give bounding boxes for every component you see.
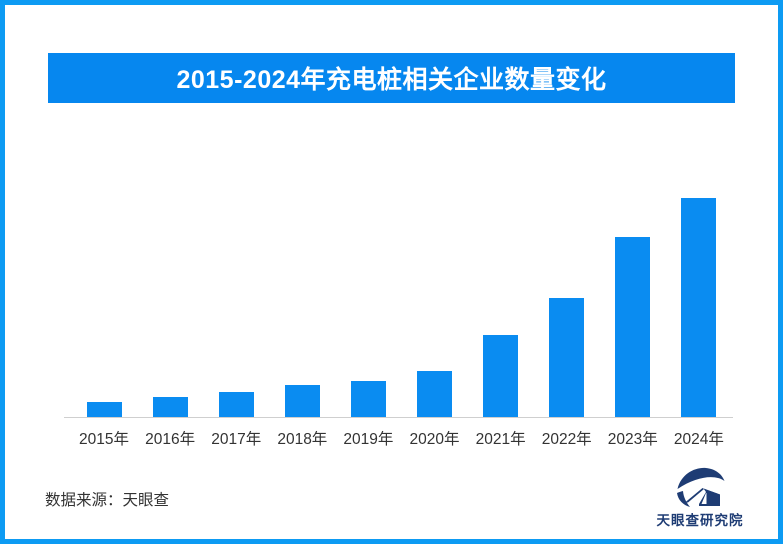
x-tick-label: 2018年: [277, 431, 328, 448]
bar-column: [335, 190, 401, 417]
bar-column: [71, 190, 137, 417]
x-axis-labels: 2015年 2016年 2017年 2018年 2019年 2020年 2021年 2022年…: [71, 427, 732, 449]
bar-2019年: [350, 381, 386, 417]
bar-chart-plot-area: [71, 190, 732, 417]
tianyancha-logo-text: 天眼查研究院: [656, 513, 744, 528]
x-tick-label: 2022年: [541, 431, 592, 448]
bar-column: [269, 190, 335, 417]
bar-column: [203, 190, 269, 417]
x-tick-label: 2019年: [343, 431, 394, 448]
bar-2023年: [615, 237, 651, 417]
bar-2024年: [681, 198, 717, 417]
x-tick-label: 2023年: [607, 431, 658, 448]
bar-column: [468, 190, 534, 417]
x-tick-label: 2017年: [211, 431, 262, 448]
x-tick-label: 2016年: [145, 431, 196, 448]
bar-2017年: [218, 392, 254, 417]
chart-title-banner: 2015-2024年充电桩相关企业数量变化: [48, 53, 735, 103]
bar-2016年: [152, 397, 188, 417]
tianyancha-eye-icon: [677, 467, 725, 507]
x-tick-label: 2024年: [673, 431, 724, 448]
bar-column: [137, 190, 203, 417]
bar-2021年: [483, 335, 519, 417]
x-tick-label: 2020年: [409, 431, 460, 448]
chart-title: 2015-2024年充电桩相关企业数量变化: [176, 66, 607, 94]
bar-column: [666, 190, 732, 417]
x-tick-label: 2021年: [475, 431, 526, 448]
bar-2015年: [86, 402, 122, 417]
bar-column: [600, 190, 666, 417]
bar-2020年: [417, 371, 453, 417]
bar-2018年: [284, 385, 320, 417]
bar-2022年: [549, 298, 585, 417]
x-axis-line: [64, 417, 733, 418]
bar-column: [401, 190, 467, 417]
tianyancha-logo: 天眼查研究院: [648, 466, 752, 529]
x-tick-label: 2015年: [79, 431, 130, 448]
data-source-note: 数据来源：天眼查: [45, 492, 170, 509]
bar-column: [534, 190, 600, 417]
